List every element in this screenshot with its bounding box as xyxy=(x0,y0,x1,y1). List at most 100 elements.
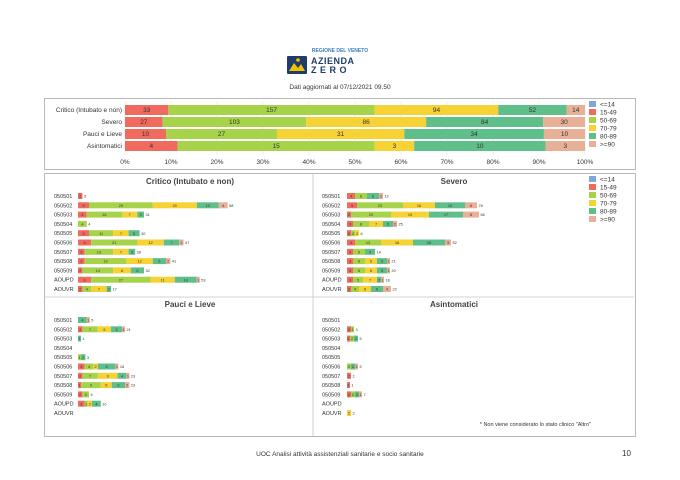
data-label: 5 xyxy=(82,204,84,208)
data-label: 16 xyxy=(427,241,431,245)
bar-segment xyxy=(78,372,83,379)
data-label: 7 xyxy=(89,374,91,378)
total-label: 41 xyxy=(172,260,176,264)
data-label: 4 xyxy=(81,319,83,323)
data-label: 1 xyxy=(78,384,80,388)
x-tick-label: 40% xyxy=(302,159,315,166)
data-label: 3 xyxy=(80,365,82,369)
row-label: 050501 xyxy=(322,194,340,200)
bar-segment xyxy=(84,248,114,255)
data-label: 5 xyxy=(351,204,353,208)
bar-segment xyxy=(347,372,351,379)
data-label: 1 xyxy=(87,319,89,323)
row-label: 050505 xyxy=(322,355,340,361)
data-label: 1 xyxy=(78,356,80,360)
row-label: 050502 xyxy=(54,203,72,209)
x-tick-label: 70% xyxy=(440,159,453,166)
total-label: 2 xyxy=(353,412,355,416)
data-label: 3 xyxy=(349,278,351,282)
x-tick-label: 20% xyxy=(210,159,223,166)
row-label: 050504 xyxy=(54,346,72,352)
data-label: 10 xyxy=(476,143,484,150)
bar-segment xyxy=(347,276,353,283)
bar-segment xyxy=(371,286,383,292)
data-label: 8 xyxy=(470,213,472,217)
bar-segment xyxy=(81,354,86,361)
data-label: 11 xyxy=(161,278,165,282)
data-label: 1 xyxy=(387,260,389,264)
data-label: 2 xyxy=(79,374,81,378)
footnote: * Non viene considerato lo stato clinico… xyxy=(480,422,591,428)
legend-label: <=14 xyxy=(600,176,615,183)
bar-segment xyxy=(100,382,112,389)
data-label: 11 xyxy=(99,232,103,236)
bar-segment xyxy=(350,335,354,342)
data-label: 3 xyxy=(140,213,142,217)
category-label: Asintomatici xyxy=(87,143,122,150)
bar-segment xyxy=(347,267,353,274)
bar-segment xyxy=(78,230,89,237)
row-label: AOUPD xyxy=(322,402,342,408)
total-label: 53 xyxy=(201,278,205,282)
row-label: 050507 xyxy=(322,374,340,380)
data-label: 2 xyxy=(355,337,357,341)
data-label: 6 xyxy=(84,241,86,245)
data-label: 5 xyxy=(357,278,359,282)
data-label: 27 xyxy=(119,278,123,282)
bar-segment xyxy=(128,248,136,255)
data-label: 1 xyxy=(347,337,349,341)
logo-emblem xyxy=(287,56,307,74)
bar-segment xyxy=(429,211,463,218)
data-label: 2 xyxy=(108,288,110,292)
total-label: 12 xyxy=(385,195,389,199)
data-label: 2 xyxy=(95,365,97,369)
bar-segment xyxy=(89,230,114,237)
total-label: 4 xyxy=(88,223,90,227)
bar-segment xyxy=(78,382,81,389)
bar-segment xyxy=(78,354,81,361)
bar-segment xyxy=(82,326,98,333)
total-label: 20 xyxy=(392,269,396,273)
bar-segment xyxy=(463,211,479,218)
row-label: 050509 xyxy=(322,268,340,274)
legend-label: 80-89 xyxy=(600,208,617,215)
bar-segment xyxy=(78,220,87,227)
bar-segment xyxy=(125,129,167,139)
data-label: 4 xyxy=(86,288,88,292)
bar-segment xyxy=(78,286,83,292)
data-label: 2 xyxy=(79,393,81,397)
bar-segment xyxy=(353,220,369,227)
data-label: 2 xyxy=(79,288,81,292)
total-label: 18 xyxy=(120,365,124,369)
bar-segment xyxy=(383,220,393,227)
bar-segment xyxy=(365,258,377,265)
bar-segment xyxy=(78,317,87,323)
bar-segment xyxy=(353,276,363,283)
data-label: 6 xyxy=(158,260,160,264)
data-label: 12 xyxy=(148,241,152,245)
data-label: 15 xyxy=(448,204,452,208)
bar-segment xyxy=(128,230,140,237)
legend-swatch xyxy=(589,192,596,198)
data-label: 3 xyxy=(349,223,351,227)
data-label: 5 xyxy=(381,269,383,273)
bar-segment xyxy=(166,129,277,139)
row-label: 050505 xyxy=(54,355,72,361)
row-label: 050509 xyxy=(322,392,340,398)
data-label: 2 xyxy=(126,384,128,388)
data-label: 5 xyxy=(82,232,84,236)
bar-segment xyxy=(84,258,127,265)
bar-segment xyxy=(404,129,544,139)
total-label: 32 xyxy=(146,269,150,273)
bar-segment xyxy=(543,117,585,127)
bar-segment xyxy=(413,239,445,246)
total-label: 22 xyxy=(393,288,397,292)
detail-charts-frame xyxy=(44,173,636,437)
legend-label: 15-49 xyxy=(600,109,617,116)
data-label: 2 xyxy=(356,393,358,397)
bar-segment xyxy=(369,220,383,227)
data-label: 3 xyxy=(393,143,397,150)
bar-segment xyxy=(347,193,355,199)
data-label: 2 xyxy=(352,232,354,236)
data-label: 16 xyxy=(102,213,106,217)
